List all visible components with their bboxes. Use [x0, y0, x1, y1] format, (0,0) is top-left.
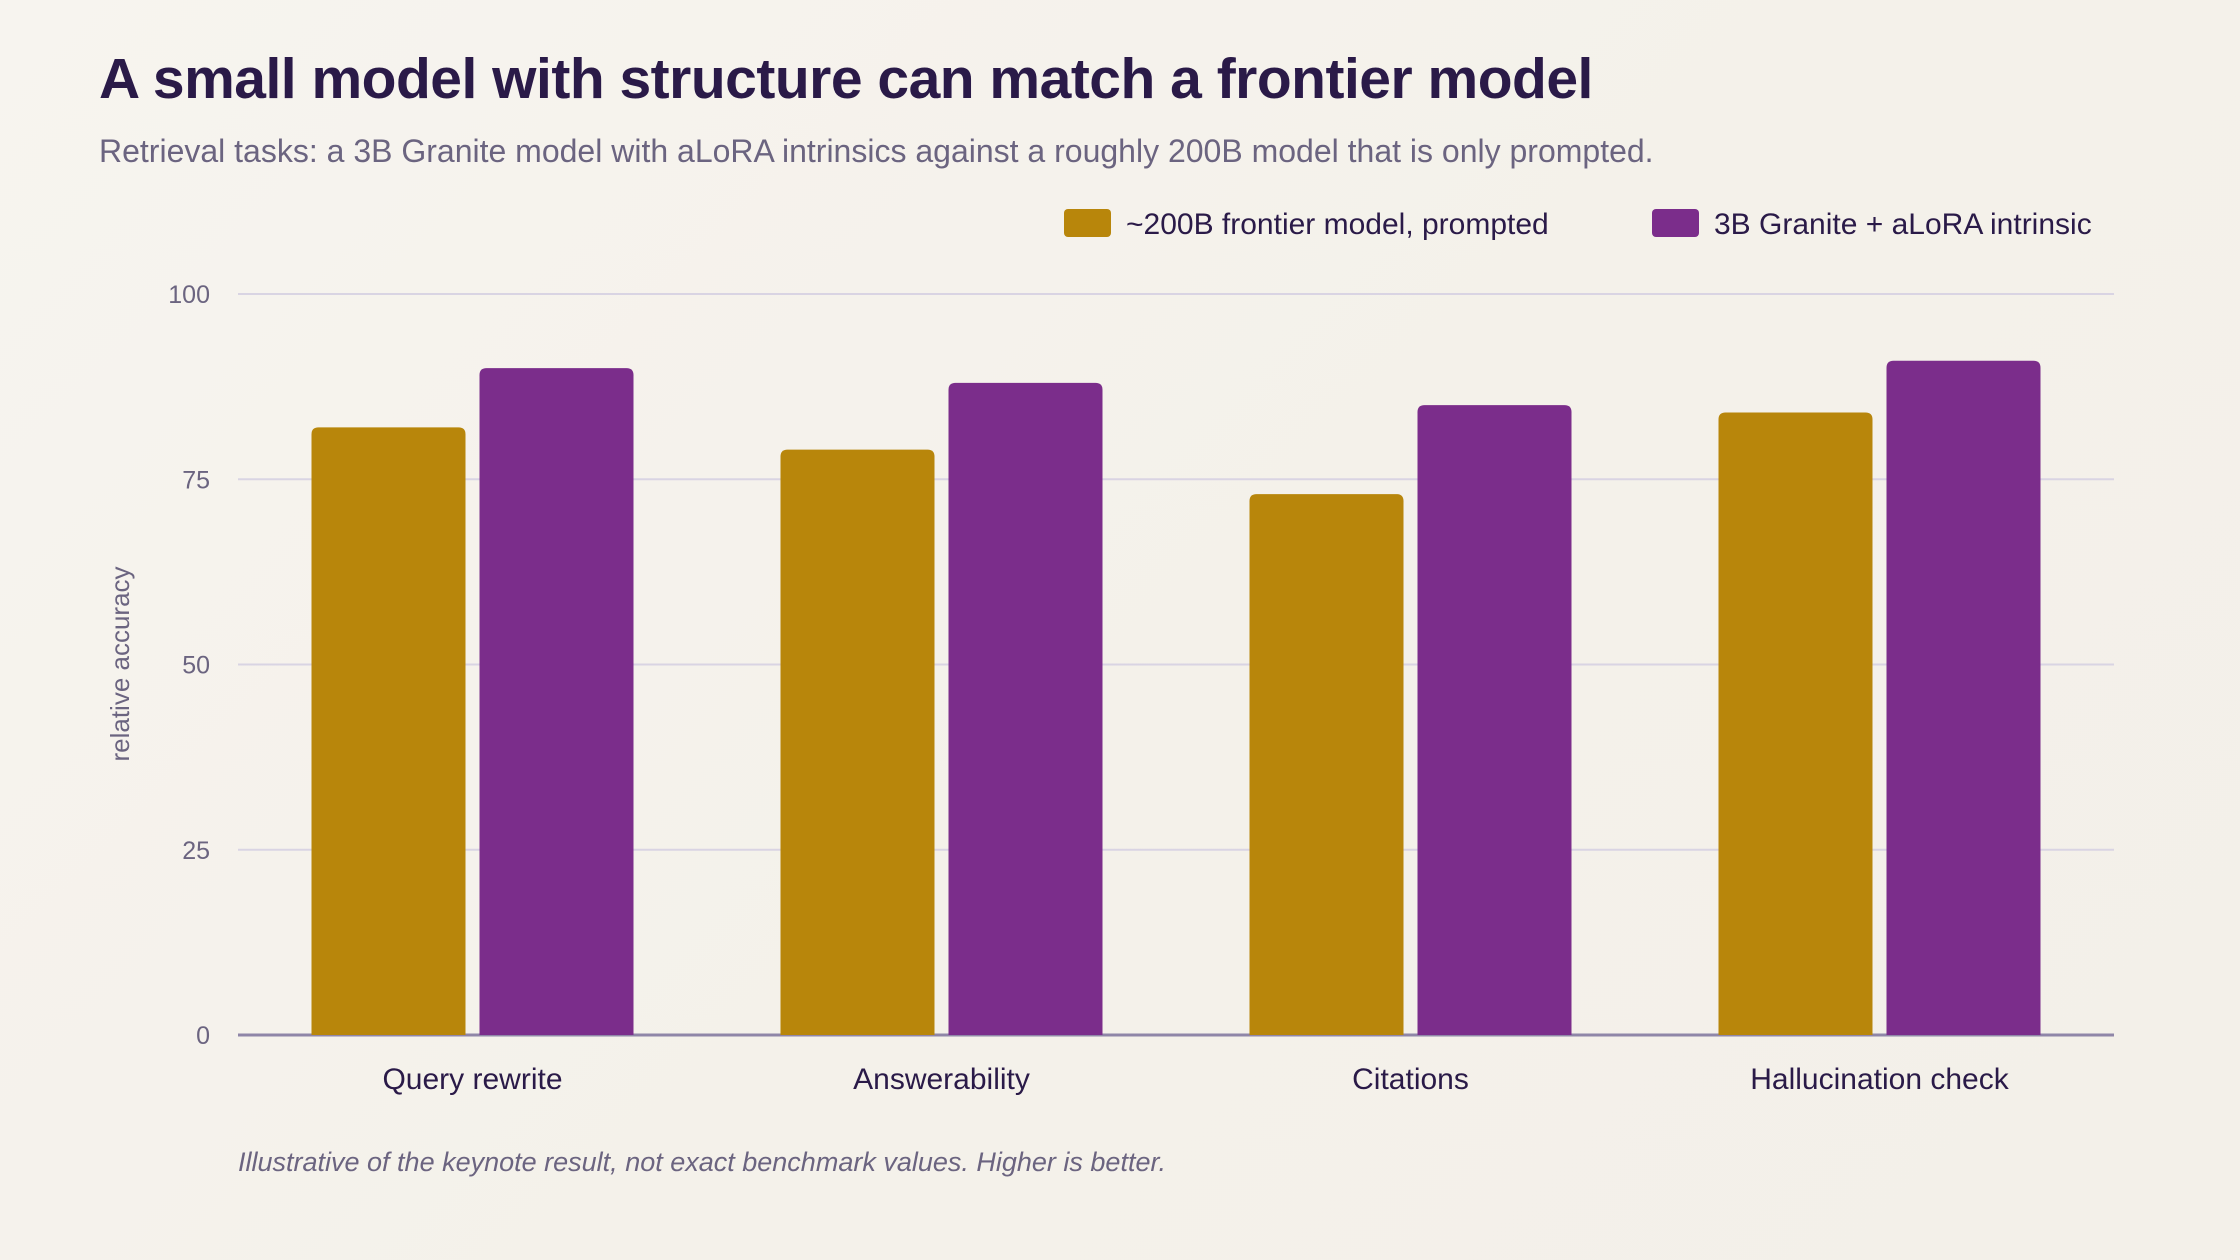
chart-subtitle: Retrieval tasks: a 3B Granite model with…: [99, 133, 1654, 169]
y-axis-label: relative accuracy: [105, 566, 135, 761]
legend-swatch: [1064, 209, 1111, 237]
bar-granite-citations: [1417, 405, 1572, 1035]
legend-label: 3B Granite + aLoRA intrinsic: [1714, 208, 2092, 241]
bar-frontier-citations: [1249, 494, 1404, 1035]
y-tick-label: 50: [182, 652, 210, 680]
x-category-label: Citations: [1352, 1063, 1469, 1096]
chart-title: A small model with structure can match a…: [99, 47, 1593, 111]
bar-frontier-answerability: [780, 449, 935, 1035]
bar-frontier-query-rewrite: [311, 427, 466, 1035]
bar-granite-answerability: [948, 382, 1103, 1035]
y-tick-label: 75: [182, 466, 210, 494]
footnote: Illustrative of the keynote result, not …: [238, 1147, 1166, 1177]
y-tick-label: 0: [196, 1022, 210, 1050]
legend-label: ~200B frontier model, prompted: [1126, 208, 1549, 241]
category-labels: Query rewrite Answerability Citations Hallu…: [382, 1063, 2009, 1096]
y-tick-label: 25: [182, 837, 210, 865]
legend: ~200B frontier model, prompted 3B Granite…: [1064, 208, 2092, 241]
bar-granite-hallucination-check: [1886, 360, 2041, 1035]
bar-frontier-hallucination-check: [1718, 412, 1873, 1035]
bar-granite-query-rewrite: [479, 368, 634, 1036]
x-category-label: Hallucination check: [1750, 1063, 2009, 1096]
y-tick-labels: 0 25 50 75 100: [168, 281, 210, 1050]
x-category-label: Answerability: [853, 1063, 1030, 1096]
bars: [311, 360, 2041, 1036]
x-category-label: Query rewrite: [382, 1063, 562, 1096]
legend-swatch: [1652, 209, 1699, 237]
y-tick-label: 100: [168, 281, 210, 309]
